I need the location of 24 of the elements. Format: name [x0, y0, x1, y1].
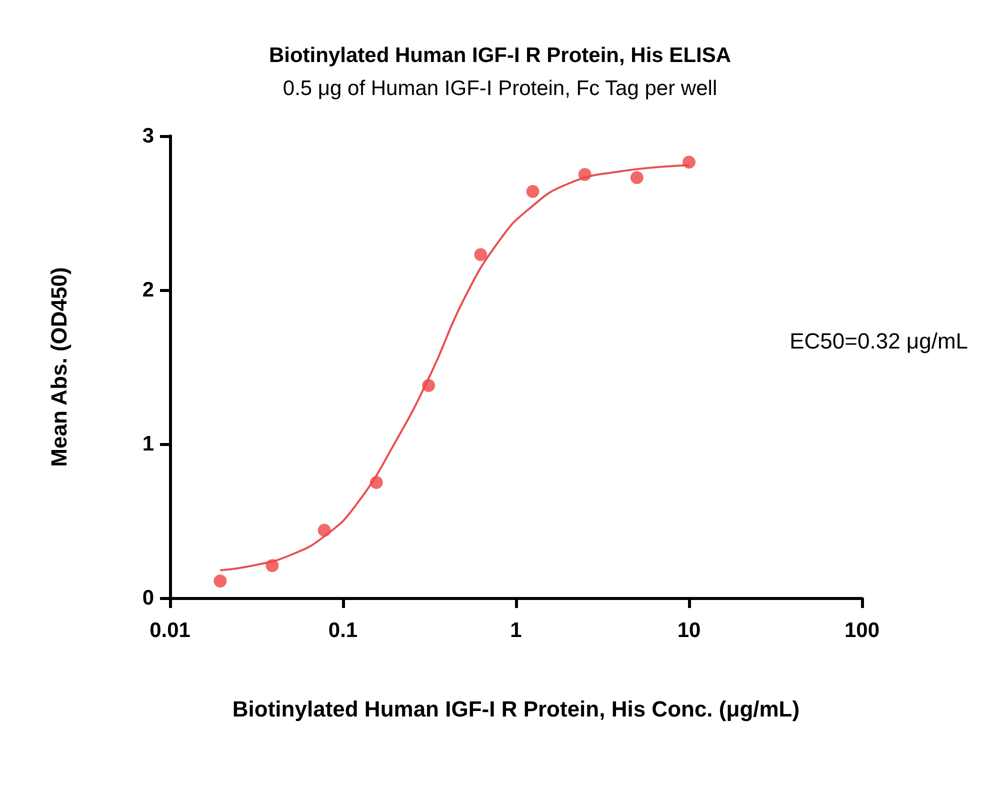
point — [214, 574, 227, 588]
point — [526, 184, 540, 198]
x-axis-title: Biotinylated Human IGF-I R Protein, His Conc. (μg/mL) — [232, 696, 800, 722]
x-tick-label: 0.01 — [150, 619, 191, 642]
x-tick-label: 1 — [510, 619, 522, 642]
chart-title: Biotinylated Human IGF-I R Protein, His ELISA — [268, 44, 732, 67]
point — [630, 171, 644, 184]
point — [318, 524, 331, 537]
y-tick-label: 3 — [142, 124, 154, 148]
annotation: EC50=0.32 μg/mL — [790, 328, 968, 354]
chart-subtitle: 0.5 μg of Human IGF-I Protein, Fc Tag per well — [282, 77, 718, 100]
x-tick-label: 10 — [677, 619, 701, 642]
y-tick-label: 2 — [142, 278, 154, 302]
x-tick-label: 100 — [844, 619, 880, 642]
point — [370, 476, 383, 489]
point — [266, 559, 279, 572]
point — [578, 168, 592, 181]
point — [474, 248, 488, 262]
x-tick-label: 0.1 — [328, 619, 358, 642]
y-axis-title: Mean Abs. (OD450) — [46, 267, 72, 467]
y-tick-label: 1 — [142, 432, 154, 456]
point — [422, 378, 436, 392]
point — [682, 156, 696, 169]
y-tick-label: 0 — [142, 586, 154, 610]
